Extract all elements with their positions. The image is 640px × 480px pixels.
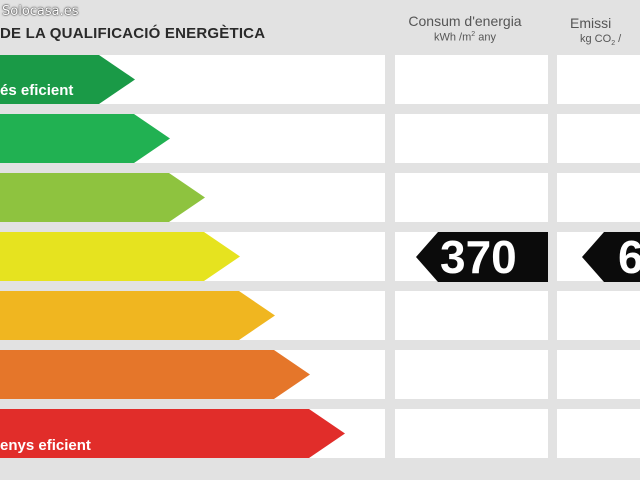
energy-cell — [395, 114, 548, 163]
emissions-cell — [557, 173, 640, 222]
energy-rating-value: 370 — [440, 231, 517, 283]
energy-cell — [395, 55, 548, 104]
page-title: DE LA QUALIFICACIÓ ENERGÈTICA — [0, 25, 266, 42]
rating-arrow — [0, 291, 275, 340]
rating-arrow — [0, 409, 345, 458]
emissions-cell — [557, 55, 640, 104]
energy-cell — [395, 350, 548, 399]
energy-cell — [395, 173, 548, 222]
scale-top-label: és eficient — [0, 82, 74, 99]
energy-rating-badge: 370 — [416, 232, 548, 282]
emissions-cell — [557, 409, 640, 458]
rating-arrow — [0, 173, 205, 222]
energy-column-header: Consum d'energia kWh /m2 any — [395, 13, 535, 44]
rating-arrow — [0, 350, 310, 399]
emissions-column-label: Emissi — [570, 15, 612, 31]
rating-arrow — [0, 232, 240, 281]
scale-bottom-label: enys eficient — [0, 437, 91, 454]
emissions-cell — [557, 114, 640, 163]
emissions-rating-value: 6 — [618, 231, 640, 283]
energy-column-unit: kWh /m2 any — [434, 31, 496, 44]
emissions-cell — [557, 291, 640, 340]
energy-column-label: Consum d'energia — [408, 13, 522, 29]
watermark: Solocasa.es — [2, 4, 79, 19]
energy-cell — [395, 409, 548, 458]
emissions-column-header: Emissi kg CO2 / — [570, 15, 640, 47]
emissions-column-unit: kg CO2 / — [580, 33, 622, 48]
energy-cell — [395, 291, 548, 340]
rating-arrow — [0, 114, 170, 163]
emissions-cell — [557, 350, 640, 399]
